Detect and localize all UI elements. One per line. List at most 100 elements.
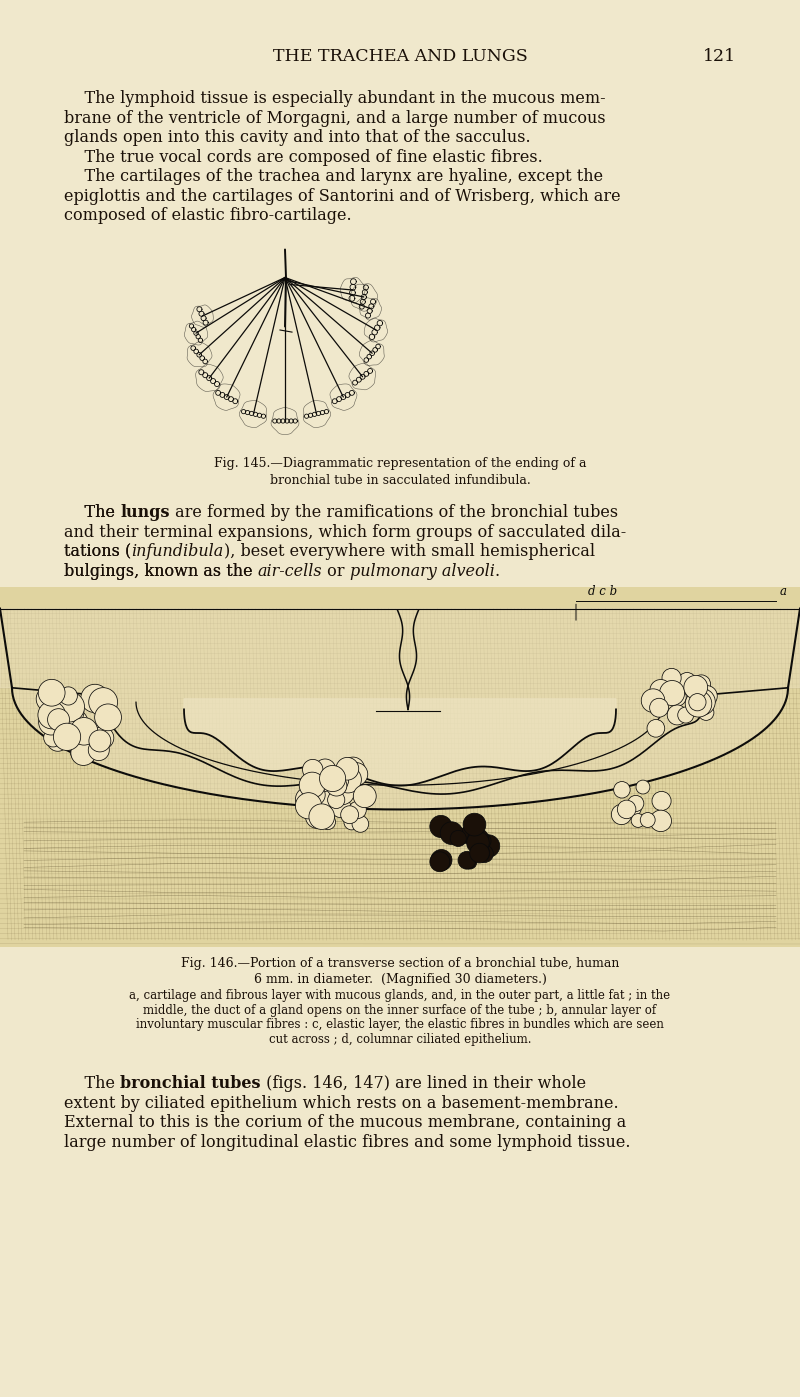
Circle shape <box>466 831 490 854</box>
Polygon shape <box>184 698 616 785</box>
Text: tations (: tations ( <box>64 543 131 560</box>
Circle shape <box>44 728 62 747</box>
Circle shape <box>304 784 325 806</box>
Circle shape <box>295 792 322 819</box>
Circle shape <box>91 726 114 749</box>
Circle shape <box>650 679 672 701</box>
Circle shape <box>689 689 715 715</box>
Circle shape <box>431 849 452 870</box>
Circle shape <box>306 805 330 828</box>
Circle shape <box>628 795 644 812</box>
Circle shape <box>698 705 714 721</box>
Circle shape <box>328 791 345 809</box>
Circle shape <box>305 774 330 799</box>
Circle shape <box>326 770 343 787</box>
Circle shape <box>81 685 109 712</box>
Circle shape <box>458 827 474 844</box>
Text: glands open into this cavity and into that of the sacculus.: glands open into this cavity and into th… <box>64 129 530 147</box>
Text: External to this is the corium of the mucous membrane, containing a: External to this is the corium of the mu… <box>64 1113 626 1132</box>
Circle shape <box>474 833 491 849</box>
Text: lungs: lungs <box>120 504 170 521</box>
Circle shape <box>678 672 696 690</box>
Text: tations (: tations ( <box>64 543 131 560</box>
Circle shape <box>640 813 655 827</box>
Circle shape <box>319 766 346 792</box>
Circle shape <box>62 710 88 736</box>
Circle shape <box>330 781 354 805</box>
Circle shape <box>336 757 358 780</box>
Circle shape <box>636 780 650 793</box>
Circle shape <box>686 690 712 717</box>
Circle shape <box>352 816 369 833</box>
Text: extent by ciliated epithelium which rests on a basement-membrane.: extent by ciliated epithelium which rest… <box>64 1094 618 1112</box>
Text: 121: 121 <box>703 47 736 66</box>
Text: bulgings, known as the: bulgings, known as the <box>64 563 258 580</box>
Circle shape <box>302 760 323 780</box>
Circle shape <box>338 766 362 791</box>
Circle shape <box>309 803 334 830</box>
Circle shape <box>618 800 636 819</box>
Circle shape <box>650 810 671 831</box>
Circle shape <box>38 710 64 735</box>
Text: (figs. 146, 147) are lined in their whole: (figs. 146, 147) are lined in their whol… <box>261 1076 586 1092</box>
Circle shape <box>89 731 111 752</box>
Circle shape <box>476 845 494 862</box>
Text: The true vocal cords are composed of fine elastic fibres.: The true vocal cords are composed of fin… <box>64 148 542 165</box>
Circle shape <box>54 692 85 722</box>
Circle shape <box>611 805 632 824</box>
Text: are formed by the ramifications of the bronchial tubes: are formed by the ramifications of the b… <box>170 504 618 521</box>
Text: large number of longitudinal elastic fibres and some lymphoid tissue.: large number of longitudinal elastic fib… <box>64 1133 630 1151</box>
Circle shape <box>692 675 710 693</box>
Circle shape <box>36 686 62 711</box>
Circle shape <box>338 771 356 789</box>
Circle shape <box>54 724 81 750</box>
Circle shape <box>696 686 718 707</box>
Circle shape <box>659 680 685 705</box>
Circle shape <box>56 698 84 726</box>
Circle shape <box>341 806 358 824</box>
Circle shape <box>38 701 66 729</box>
Circle shape <box>299 773 325 798</box>
Circle shape <box>330 777 347 793</box>
Circle shape <box>667 705 687 725</box>
Circle shape <box>470 844 490 863</box>
Circle shape <box>71 740 96 766</box>
Circle shape <box>663 675 679 692</box>
Circle shape <box>295 787 320 812</box>
Circle shape <box>463 855 477 869</box>
Circle shape <box>313 799 336 823</box>
Text: air-cells: air-cells <box>258 563 322 580</box>
Circle shape <box>631 813 645 827</box>
Circle shape <box>642 689 665 712</box>
Circle shape <box>88 739 110 760</box>
Circle shape <box>473 845 490 862</box>
Text: middle, the duct of a gland opens on the inner surface of the tube ; b, annular : middle, the duct of a gland opens on the… <box>143 1003 657 1017</box>
Circle shape <box>689 693 706 711</box>
Circle shape <box>59 687 78 705</box>
Circle shape <box>331 773 349 789</box>
Circle shape <box>468 828 489 849</box>
Circle shape <box>330 798 351 817</box>
Circle shape <box>650 698 669 717</box>
Circle shape <box>481 838 495 852</box>
Circle shape <box>354 785 376 807</box>
Text: The: The <box>64 504 120 521</box>
Circle shape <box>662 668 681 687</box>
Circle shape <box>70 743 88 761</box>
Circle shape <box>70 718 98 745</box>
Circle shape <box>320 814 335 830</box>
Circle shape <box>668 687 686 705</box>
Text: The cartilages of the trachea and larynx are hyaline, except the: The cartilages of the trachea and larynx… <box>64 168 603 184</box>
Circle shape <box>614 781 630 798</box>
Circle shape <box>684 675 708 698</box>
Text: involuntary muscular fibres : c, elastic layer, the elastic fibres in bundles wh: involuntary muscular fibres : c, elastic… <box>136 1018 664 1031</box>
Circle shape <box>463 813 486 835</box>
Circle shape <box>38 679 65 705</box>
Circle shape <box>450 830 466 847</box>
Text: infundibula: infundibula <box>131 543 223 560</box>
Text: The lymphoid tissue is especially abundant in the mucous mem-: The lymphoid tissue is especially abunda… <box>64 89 606 108</box>
Circle shape <box>314 759 336 781</box>
Text: ), beset everywhere with small hemispherical: ), beset everywhere with small hemispher… <box>223 543 594 560</box>
Circle shape <box>678 707 694 724</box>
Circle shape <box>326 782 344 800</box>
